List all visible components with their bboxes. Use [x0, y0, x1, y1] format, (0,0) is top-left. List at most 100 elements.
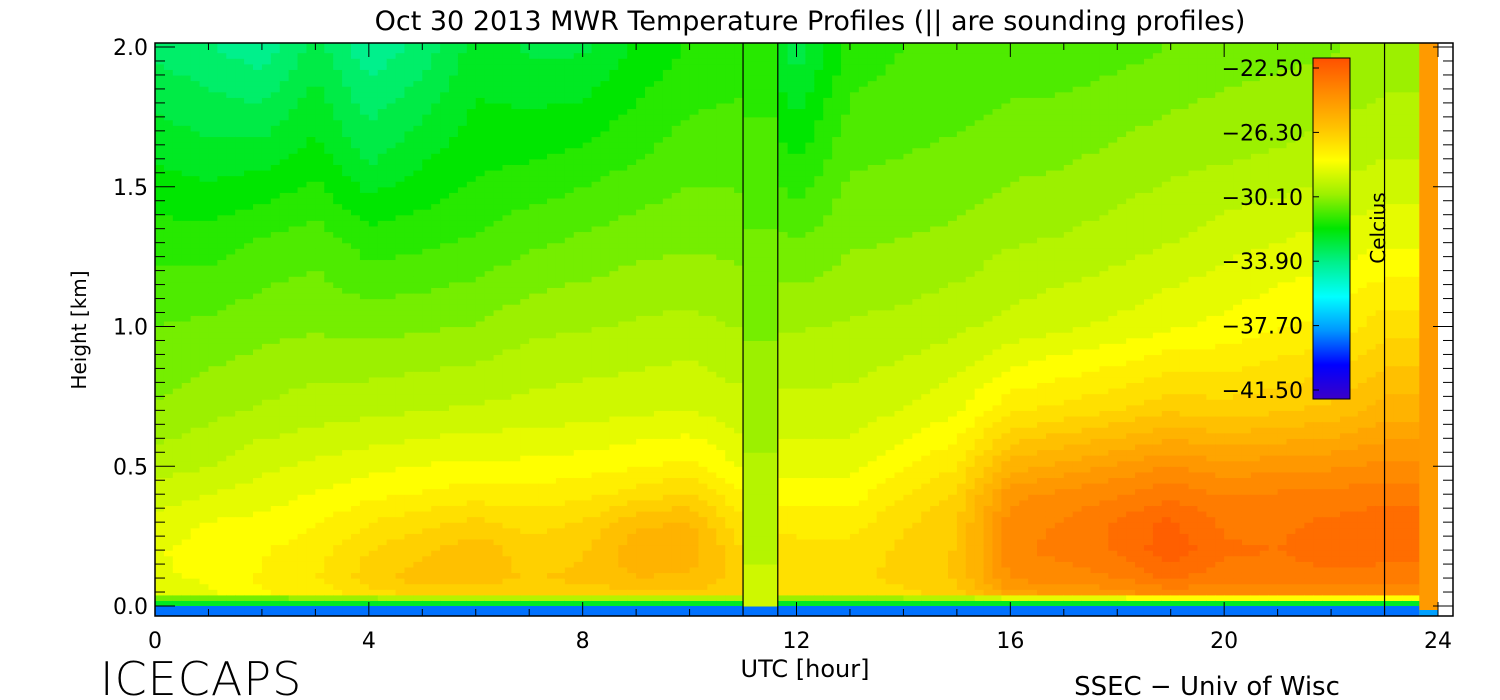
heatmap-cell: [190, 108, 201, 115]
heatmap-cell: [386, 538, 397, 546]
heatmap-cell: [395, 214, 406, 221]
heatmap-cell: [181, 522, 192, 529]
heatmap-cell: [368, 600, 379, 607]
heatmap-cell: [511, 438, 521, 445]
heatmap-cell: [172, 270, 183, 277]
heatmap-cell: [413, 466, 423, 473]
heatmap-cell: [155, 220, 165, 227]
heatmap-cell: [529, 225, 539, 233]
heatmap-cell: [475, 220, 486, 227]
heatmap-cell: [181, 432, 192, 439]
heatmap-cell: [253, 326, 263, 333]
heatmap-cell: [431, 158, 441, 165]
heatmap-cell: [181, 566, 192, 574]
heatmap-cell: [235, 91, 245, 98]
heatmap-cell: [386, 281, 397, 288]
heatmap-cell: [190, 365, 201, 372]
heatmap-cell: [475, 108, 486, 115]
heatmap-cell: [422, 175, 432, 182]
heatmap-cell: [217, 320, 227, 328]
heatmap-cell: [564, 606, 575, 616]
heatmap-cell: [377, 561, 388, 568]
heatmap-cell: [431, 259, 441, 266]
heatmap-cell: [440, 253, 450, 261]
heatmap-cell: [279, 74, 290, 82]
heatmap-cell: [190, 265, 201, 272]
heatmap-cell: [422, 477, 432, 484]
heatmap-cell: [555, 130, 566, 138]
heatmap-cell: [386, 566, 397, 574]
heatmap-cell: [306, 102, 316, 110]
heatmap-cell: [466, 332, 477, 339]
heatmap-cell: [422, 320, 432, 328]
heatmap-cell: [244, 572, 254, 579]
heatmap-cell: [324, 505, 334, 512]
heatmap-cell: [181, 561, 192, 568]
heatmap-cell: [217, 136, 227, 143]
heatmap-cell: [253, 606, 263, 616]
heatmap-cell: [368, 505, 379, 512]
heatmap-cell: [155, 438, 165, 445]
heatmap-cell: [386, 142, 397, 149]
heatmap-cell: [235, 538, 245, 546]
heatmap-cell: [333, 376, 343, 383]
heatmap-cell: [306, 606, 316, 616]
heatmap-cell: [457, 337, 468, 344]
heatmap-cell: [172, 58, 183, 65]
heatmap-cell: [431, 410, 441, 417]
heatmap-cell: [333, 522, 343, 529]
heatmap-cell: [288, 292, 299, 300]
heatmap-cell: [235, 494, 245, 501]
heatmap-cell: [315, 566, 325, 574]
heatmap-cell: [395, 298, 406, 305]
heatmap-cell: [342, 494, 352, 501]
heatmap-cell: [342, 181, 352, 188]
heatmap-cell: [377, 281, 388, 288]
heatmap-cell: [342, 561, 352, 568]
heatmap-cell: [208, 259, 218, 266]
heatmap-cell: [466, 63, 477, 70]
heatmap-cell: [226, 108, 236, 115]
heatmap-cell: [413, 91, 423, 98]
heatmap-cell: [529, 332, 539, 339]
heatmap-cell: [217, 270, 227, 277]
heatmap-cell: [440, 494, 450, 501]
heatmap-cell: [368, 516, 379, 523]
heatmap-cell: [368, 360, 379, 367]
heatmap-cell: [315, 337, 325, 344]
heatmap-cell: [297, 270, 308, 277]
heatmap-cell: [368, 298, 379, 305]
heatmap-cell: [395, 488, 406, 495]
heatmap-cell: [226, 455, 236, 462]
heatmap-cell: [555, 483, 566, 490]
heatmap-cell: [555, 209, 566, 216]
heatmap-cell: [306, 360, 316, 367]
heatmap-cell: [333, 533, 343, 540]
heatmap-cell: [244, 527, 254, 534]
heatmap-cell: [422, 533, 432, 540]
heatmap-cell: [163, 326, 174, 333]
heatmap-cell: [440, 292, 450, 300]
heatmap-cell: [235, 337, 245, 344]
heatmap-cell: [573, 136, 584, 143]
heatmap-cell: [270, 589, 281, 596]
heatmap-cell: [261, 522, 272, 529]
heatmap-cell: [199, 533, 210, 540]
heatmap-cell: [333, 119, 343, 126]
heatmap-cell: [226, 589, 236, 596]
heatmap-cell: [297, 309, 308, 316]
heatmap-cell: [315, 186, 325, 193]
heatmap-cell: [449, 80, 459, 87]
heatmap-cell: [591, 348, 602, 356]
heatmap-cell: [306, 376, 316, 383]
heatmap-cell: [404, 270, 414, 277]
heatmap-cell: [493, 360, 504, 367]
heatmap-cell: [457, 494, 468, 501]
heatmap-cell: [279, 158, 290, 165]
heatmap-cell: [422, 393, 432, 400]
heatmap-cell: [279, 382, 290, 389]
heatmap-cell: [342, 443, 352, 451]
heatmap-cell: [529, 97, 539, 104]
heatmap-cell: [484, 276, 495, 283]
